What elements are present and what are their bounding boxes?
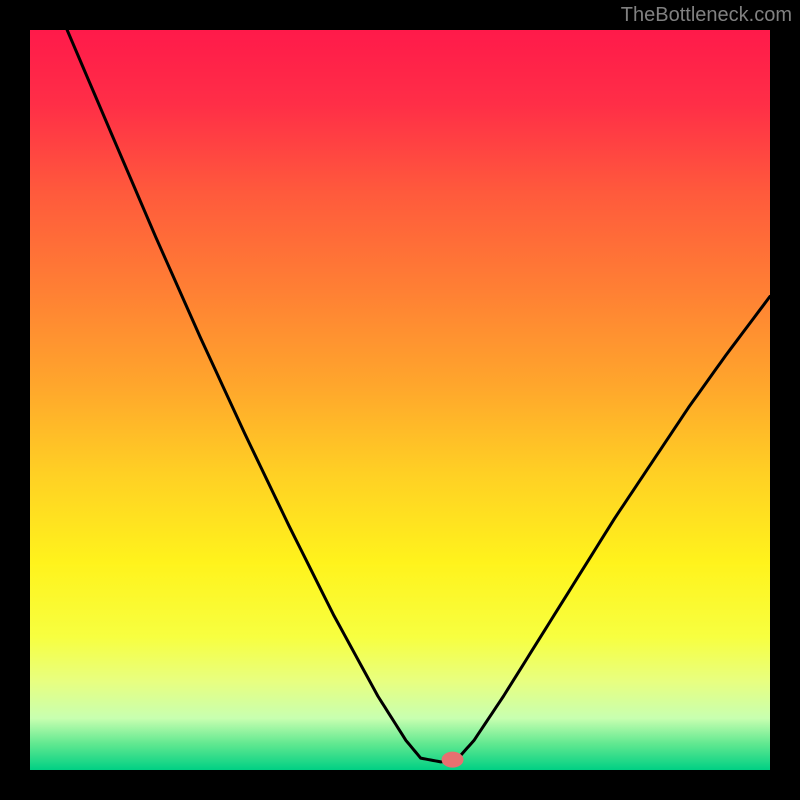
- chart-gradient-background: [30, 30, 770, 770]
- chart-container: TheBottleneck.com: [0, 0, 800, 800]
- watermark-text: TheBottleneck.com: [621, 4, 792, 27]
- bottleneck-chart: [0, 0, 800, 800]
- optimal-point-marker: [442, 752, 464, 768]
